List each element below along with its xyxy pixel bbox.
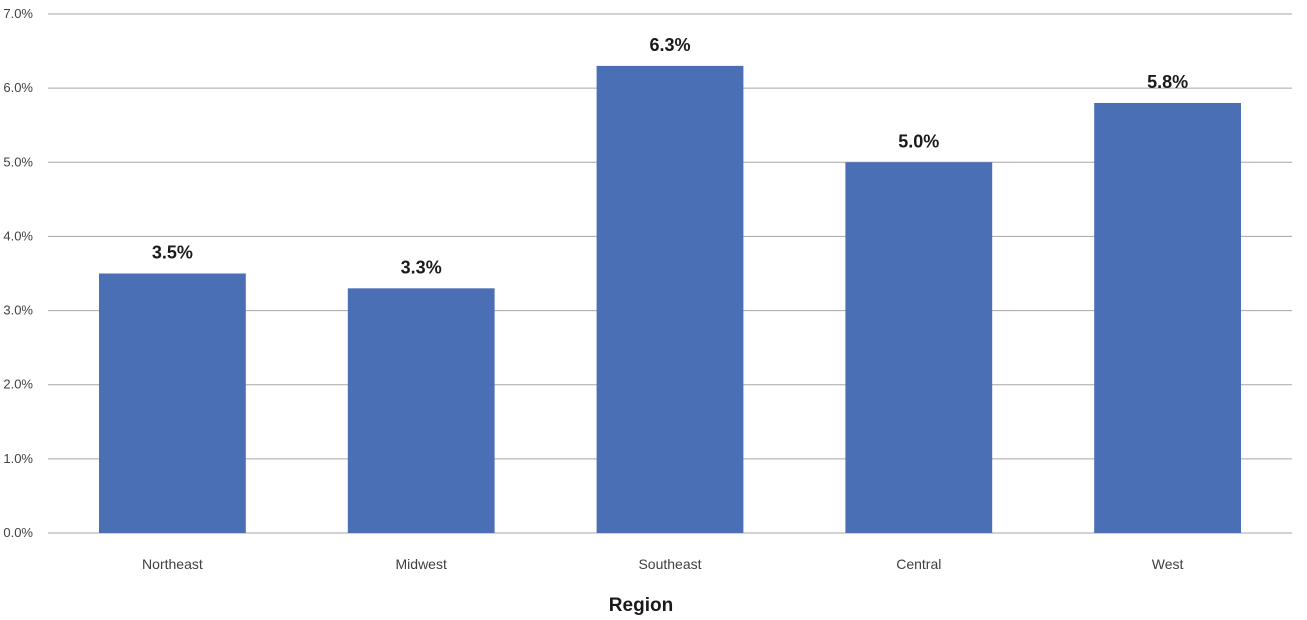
y-tick-label: 6.0% xyxy=(3,80,33,95)
y-axis-ticks: 0.0% 1.0% 2.0% 3.0% 4.0% 5.0% 6.0% 7.0% xyxy=(3,6,33,540)
y-tick-label: 3.0% xyxy=(3,303,33,318)
y-tick-label: 7.0% xyxy=(3,6,33,21)
bar xyxy=(845,162,993,534)
bars xyxy=(99,65,1241,534)
data-label: 3.3% xyxy=(401,257,442,277)
x-axis-title: Region xyxy=(609,595,673,616)
y-tick-label: 4.0% xyxy=(3,228,33,243)
data-labels: 3.5% 3.3% 6.3% 5.0% 5.8% xyxy=(152,35,1188,277)
data-label: 3.5% xyxy=(152,243,193,263)
x-tick-label: Midwest xyxy=(396,556,447,572)
y-tick-label: 2.0% xyxy=(3,377,33,392)
y-tick-label: 0.0% xyxy=(3,525,33,540)
data-label: 5.8% xyxy=(1147,72,1188,92)
bar xyxy=(99,273,246,533)
x-tick-label: West xyxy=(1152,556,1184,572)
bar xyxy=(596,65,744,534)
x-tick-label: Southeast xyxy=(638,556,701,572)
bar xyxy=(347,288,495,533)
y-tick-label: 1.0% xyxy=(3,451,33,466)
data-label: 5.0% xyxy=(898,131,939,151)
data-label: 6.3% xyxy=(649,35,690,55)
bar xyxy=(1094,102,1241,533)
x-tick-label: Northeast xyxy=(142,556,203,572)
x-axis-ticks: Northeast Midwest Southeast Central West xyxy=(142,556,1183,572)
y-tick-label: 5.0% xyxy=(3,154,33,169)
x-tick-label: Central xyxy=(896,556,941,572)
